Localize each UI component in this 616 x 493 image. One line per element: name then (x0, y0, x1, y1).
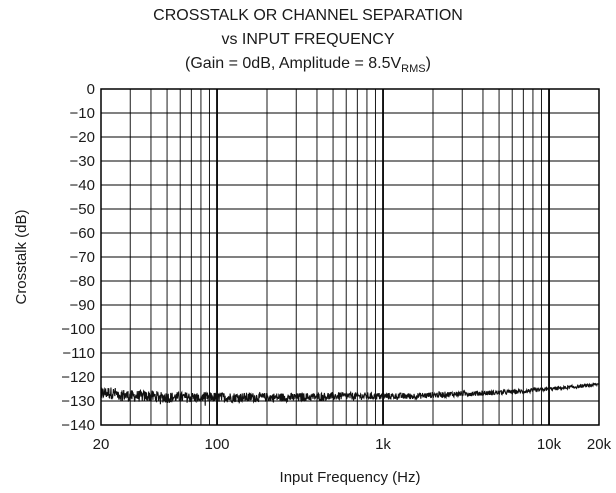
y-axis-label: Crosstalk (dB) (13, 209, 30, 304)
plot-frame (100, 88, 600, 426)
y-tick-label: −30 (70, 153, 95, 170)
y-tick-label: 0 (87, 81, 95, 98)
x-axis-label: Input Frequency (Hz) (280, 469, 421, 486)
series-line-0 (100, 382, 600, 406)
y-tick-label: −20 (70, 129, 95, 146)
x-tick-label: 20 (93, 436, 110, 453)
chart-title-line-2: vs INPUT FREQUENCY (221, 31, 395, 48)
y-tick-label: −70 (70, 249, 95, 266)
chart-title-line-1: CROSSTALK OR CHANNEL SEPARATION (153, 7, 463, 24)
chart-subtitle: (Gain = 0dB, Amplitude = 8.5VRMS) (0, 54, 616, 79)
y-tick-label: −80 (70, 273, 95, 290)
tick-labels: 0 −10 −20 −30 −40 −50 −60 −70 −80 −90 −100 −110 −120… (61, 81, 611, 453)
y-tick-label: −100 (61, 321, 95, 338)
y-tick-label: −60 (70, 225, 95, 242)
y-tick-label: −90 (70, 297, 95, 314)
y-tick-label: −140 (61, 417, 95, 434)
x-tick-label: 10k (537, 436, 562, 453)
y-tick-label: −120 (61, 369, 95, 386)
grid (100, 88, 600, 426)
series-lines (100, 382, 600, 406)
x-tick-label: 20k (587, 436, 612, 453)
subtitle-subscript: RMS (401, 63, 426, 75)
x-tick-label: 1k (375, 436, 391, 453)
y-tick-label: −110 (62, 345, 95, 362)
y-tick-label: −50 (70, 201, 95, 218)
y-tick-label: −130 (61, 393, 95, 410)
y-tick-label: −40 (70, 177, 95, 194)
y-tick-label: −10 (70, 105, 95, 122)
subtitle-text: (Gain = 0dB, Amplitude = 8.5V (185, 55, 402, 72)
x-tick-label: 100 (205, 436, 230, 453)
subtitle-close: ) (425, 55, 431, 72)
